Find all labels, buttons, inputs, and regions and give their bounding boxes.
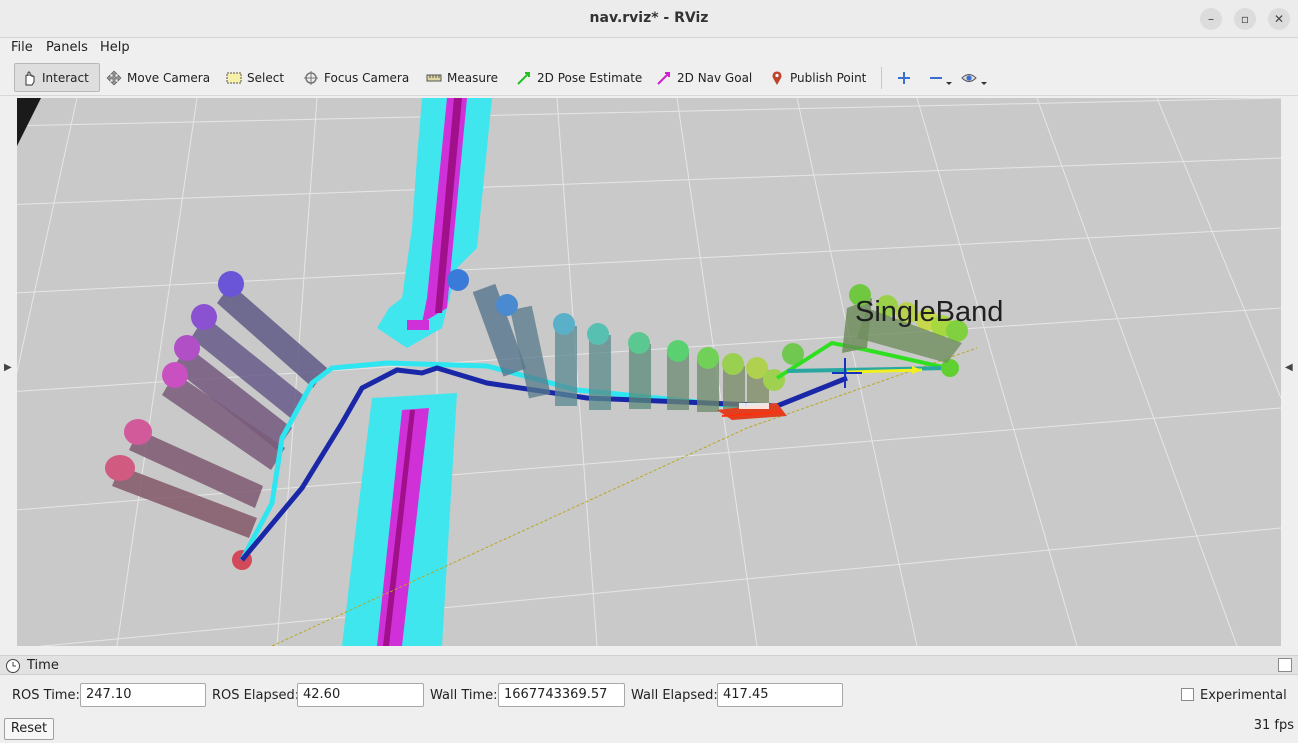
render-viewport[interactable]: SingleBand — [17, 98, 1281, 646]
right-panel-toggle-icon[interactable]: ◀ — [1285, 362, 1293, 373]
menu-panels[interactable]: Panels — [46, 40, 88, 55]
laser-scan — [717, 403, 787, 420]
fps-readout: 31 fps — [1253, 718, 1294, 733]
menu-help[interactable]: Help — [100, 40, 130, 55]
ros-elapsed-label: ROS Elapsed: — [212, 688, 300, 703]
menu-file[interactable]: File — [11, 40, 33, 55]
time-panel-header: Time — [0, 655, 1298, 675]
ros-time-label: ROS Time: — [12, 688, 80, 703]
title-bar: nav.rviz* - RViz – ▫ ✕ — [0, 0, 1298, 38]
costmap-upper — [377, 98, 492, 348]
move-camera-label: Move Camera — [127, 70, 211, 85]
wall-time-label: Wall Time: — [430, 688, 498, 703]
interact-label: Interact — [42, 70, 89, 85]
trajectory-line — [786, 366, 948, 373]
toolbar: Interact Move Camera Select Focus Camera… — [0, 59, 1298, 96]
pose-estimate-label: 2D Pose Estimate — [537, 70, 643, 85]
map-pin-icon — [772, 70, 782, 85]
wall-time-field[interactable]: 1667743369.57 — [498, 683, 625, 707]
experimental-checkbox[interactable] — [1181, 688, 1194, 701]
minimize-button[interactable]: – — [1200, 8, 1222, 30]
minus-icon — [930, 76, 952, 85]
nav-goal-label: 2D Nav Goal — [677, 70, 753, 85]
hand-icon — [25, 71, 35, 85]
nav-goal-tool[interactable]: 2D Nav Goal — [650, 63, 758, 92]
cylinders-left — [105, 271, 327, 570]
time-panel-title: Time — [27, 658, 59, 673]
experimental-label: Experimental — [1200, 688, 1287, 703]
interact-tool[interactable]: Interact — [14, 63, 100, 92]
scene-canvas[interactable]: SingleBand — [17, 98, 1281, 646]
measure-label: Measure — [447, 70, 498, 85]
clock-icon — [6, 659, 20, 673]
costmap-lower — [342, 393, 457, 646]
cylinders-right — [447, 269, 804, 412]
ruler-icon — [426, 74, 442, 81]
time-panel: ROS Time: 247.10 ROS Elapsed: 42.60 Wall… — [0, 676, 1298, 743]
time-panel-float-toggle[interactable] — [1278, 658, 1292, 672]
measure-tool[interactable]: Measure — [420, 63, 504, 92]
focus-camera-icon — [304, 70, 318, 85]
dotted-path-line — [271, 347, 978, 646]
green-arrow-icon — [517, 71, 530, 85]
close-button[interactable]: ✕ — [1268, 8, 1290, 30]
view-tool-button[interactable] — [955, 63, 998, 92]
maximize-button[interactable]: ▫ — [1234, 8, 1256, 30]
publish-point-tool[interactable]: Publish Point — [763, 63, 872, 92]
add-tool-button[interactable] — [890, 63, 923, 92]
band-cylinders — [842, 284, 968, 377]
menu-bar: File Panels Help — [0, 38, 1298, 58]
obstacle-corner — [17, 98, 41, 146]
goal-arrow — [846, 368, 923, 374]
publish-point-label: Publish Point — [790, 70, 867, 85]
singleband-label: SingleBand — [855, 296, 1003, 328]
select-tool[interactable]: Select — [220, 63, 290, 92]
robot-pose-axes — [832, 358, 862, 388]
toolbar-separator — [881, 67, 882, 89]
window-title: nav.rviz* - RViz — [589, 10, 709, 26]
ground-grid — [17, 98, 1281, 646]
move-camera-tool[interactable]: Move Camera — [100, 63, 216, 92]
focus-camera-tool[interactable]: Focus Camera — [297, 63, 415, 92]
ros-elapsed-field[interactable]: 42.60 — [297, 683, 424, 707]
magenta-arrow-icon — [657, 71, 670, 85]
reset-button[interactable]: Reset — [4, 718, 54, 740]
move-camera-icon — [106, 70, 122, 85]
wall-elapsed-field[interactable]: 417.45 — [717, 683, 843, 707]
wall-elapsed-label: Wall Elapsed: — [631, 688, 718, 703]
focus-camera-label: Focus Camera — [324, 70, 410, 85]
eye-icon — [961, 73, 987, 85]
left-panel-toggle-icon[interactable]: ▶ — [4, 362, 12, 373]
select-icon — [226, 72, 242, 83]
remove-tool-button[interactable] — [922, 63, 963, 92]
ros-time-field[interactable]: 247.10 — [80, 683, 206, 707]
select-label: Select — [247, 70, 285, 85]
pose-estimate-tool[interactable]: 2D Pose Estimate — [510, 63, 648, 92]
plus-icon — [898, 71, 910, 84]
